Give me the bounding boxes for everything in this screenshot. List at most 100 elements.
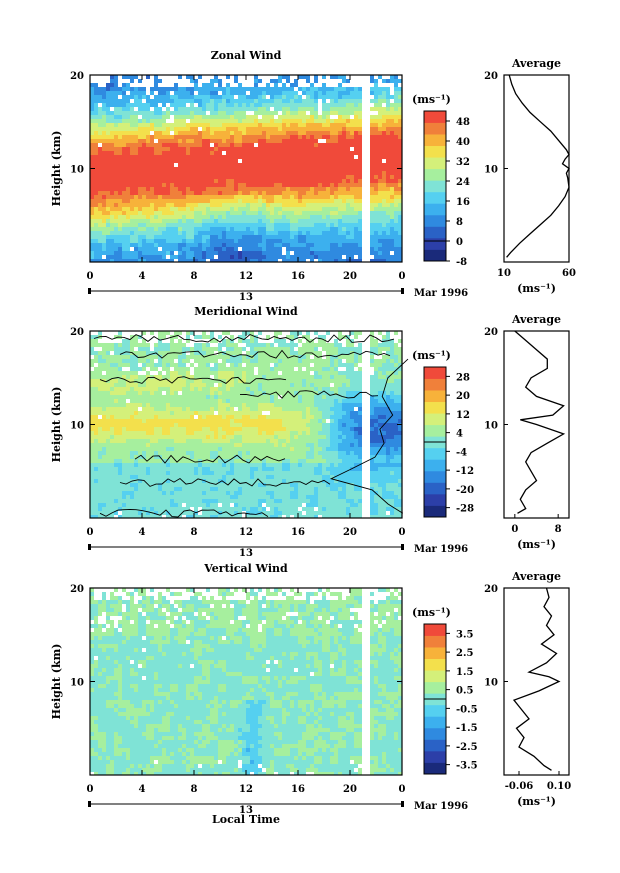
- heatmap-cell: [294, 191, 298, 195]
- heatmap-cell: [238, 131, 242, 135]
- heatmap-cell: [146, 235, 150, 239]
- heatmap-cell: [170, 403, 174, 407]
- heatmap-cell: [210, 183, 214, 187]
- heatmap-cell: [170, 475, 174, 479]
- heatmap-cell: [130, 411, 134, 415]
- heatmap-cell: [154, 391, 158, 395]
- heatmap-cell: [174, 195, 178, 199]
- heatmap-cell: [386, 127, 390, 131]
- heatmap-cell: [122, 391, 126, 395]
- heatmap-cell: [230, 119, 234, 123]
- heatmap-cell: [298, 87, 302, 91]
- heatmap-cell: [118, 495, 122, 499]
- heatmap-cell: [358, 247, 362, 251]
- heatmap-cell: [118, 407, 122, 411]
- heatmap-cell: [102, 123, 106, 127]
- heatmap-cell: [94, 183, 98, 187]
- heatmap-cell: [290, 219, 294, 223]
- heatmap-field: [90, 75, 402, 262]
- heatmap-cell: [298, 119, 302, 123]
- heatmap-cell: [302, 171, 306, 175]
- heatmap-cell: [182, 115, 186, 119]
- heatmap-cell: [106, 155, 110, 159]
- heatmap-cell: [146, 379, 150, 383]
- heatmap-cell: [242, 259, 246, 262]
- heatmap-cell: [210, 467, 214, 471]
- heatmap-cell: [222, 463, 226, 467]
- heatmap-cell: [138, 443, 142, 447]
- heatmap-cell: [118, 423, 122, 427]
- heatmap-cell: [386, 231, 390, 235]
- heatmap-cell: [94, 91, 98, 95]
- heatmap-cell: [294, 107, 298, 111]
- heatmap-cell: [382, 87, 386, 91]
- heatmap-cell: [130, 147, 134, 151]
- heatmap-cell: [390, 103, 394, 107]
- heatmap-cell: [210, 223, 214, 227]
- heatmap-cell: [150, 87, 154, 91]
- heatmap-cell: [162, 143, 166, 147]
- heatmap-cell: [158, 151, 162, 155]
- heatmap-cell: [218, 207, 222, 211]
- heatmap-cell: [354, 183, 358, 187]
- heatmap-cell: [122, 419, 126, 423]
- heatmap-cell: [94, 135, 98, 139]
- heatmap-cell: [146, 223, 150, 227]
- heatmap-cell: [158, 331, 162, 335]
- heatmap-cell: [258, 183, 262, 187]
- heatmap-cell: [94, 355, 98, 359]
- heatmap-cell: [154, 347, 158, 351]
- heatmap-cell: [186, 355, 190, 359]
- heatmap-cell: [158, 139, 162, 143]
- heatmap-cell: [222, 391, 226, 395]
- heatmap-cell: [134, 379, 138, 383]
- heatmap-cell: [154, 171, 158, 175]
- heatmap-cell: [146, 99, 150, 103]
- heatmap-cell: [374, 187, 378, 191]
- heatmap-cell: [374, 199, 378, 203]
- heatmap-cell: [322, 103, 326, 107]
- heatmap-cell: [334, 143, 338, 147]
- heatmap-cell: [90, 399, 94, 403]
- heatmap-cell: [202, 395, 206, 399]
- heatmap-cell: [270, 199, 274, 203]
- heatmap-cell: [90, 199, 94, 203]
- heatmap-cell: [242, 139, 246, 143]
- heatmap-cell: [378, 151, 382, 155]
- heatmap-cell: [150, 191, 154, 195]
- heatmap-cell: [378, 123, 382, 127]
- heatmap-cell: [390, 259, 394, 262]
- heatmap-cell: [386, 139, 390, 143]
- heatmap-cell: [178, 395, 182, 399]
- heatmap-cell: [142, 367, 146, 371]
- heatmap-cell: [154, 83, 158, 87]
- heatmap-cell: [246, 215, 250, 219]
- heatmap-cell: [298, 239, 302, 243]
- heatmap-cell: [210, 339, 214, 343]
- heatmap-cell: [274, 231, 278, 235]
- heatmap-cell: [358, 227, 362, 231]
- heatmap-cell: [114, 467, 118, 471]
- heatmap-cell: [218, 387, 222, 391]
- heatmap-cell: [190, 243, 194, 247]
- heatmap-cell: [114, 511, 118, 515]
- heatmap-cell: [226, 87, 230, 91]
- heatmap-cell: [242, 111, 246, 115]
- heatmap-cell: [142, 231, 146, 235]
- heatmap-cell: [298, 115, 302, 119]
- heatmap-cell: [122, 411, 126, 415]
- heatmap-cell: [110, 215, 114, 219]
- heatmap-cell: [130, 391, 134, 395]
- heatmap-cell: [222, 399, 226, 403]
- heatmap-cell: [346, 195, 350, 199]
- heatmap-cell: [174, 179, 178, 183]
- heatmap-cell: [206, 143, 210, 147]
- heatmap-cell: [358, 95, 362, 99]
- heatmap-cell: [314, 199, 318, 203]
- heatmap-cell: [342, 175, 346, 179]
- heatmap-cell: [206, 171, 210, 175]
- heatmap-cell: [258, 139, 262, 143]
- heatmap-cell: [194, 411, 198, 415]
- heatmap-cell: [378, 163, 382, 167]
- heatmap-cell: [134, 471, 138, 475]
